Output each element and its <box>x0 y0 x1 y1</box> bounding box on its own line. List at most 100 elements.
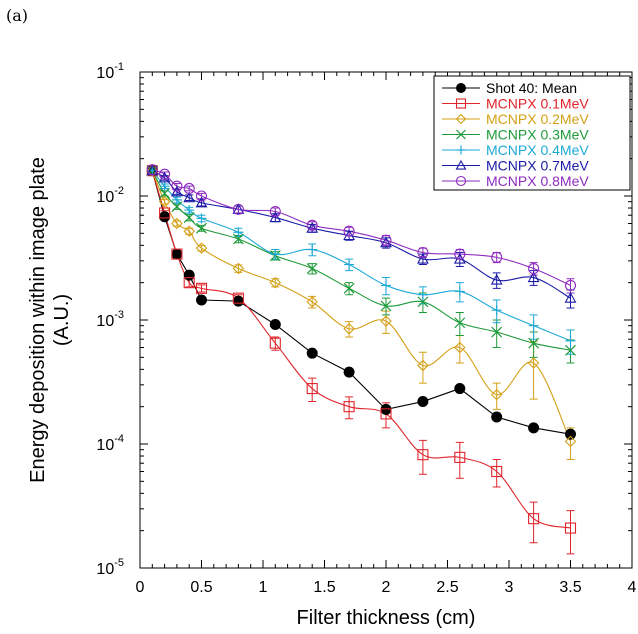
data-point <box>159 211 171 223</box>
data-point <box>306 347 318 359</box>
x-tick-label: 0.5 <box>190 579 212 596</box>
series-line-0 <box>151 170 571 435</box>
data-point <box>491 465 503 478</box>
legend-marker <box>456 129 466 140</box>
data-point <box>380 234 392 246</box>
legend-label: MCNPX 0.3MeV <box>486 127 589 143</box>
x-axis-label: Filter thickness (cm) <box>297 607 476 629</box>
error-bar <box>271 278 280 288</box>
data-point <box>184 205 195 216</box>
data-point <box>171 180 183 192</box>
error-bar <box>492 382 501 410</box>
data-point <box>490 388 503 401</box>
data-point <box>564 292 577 303</box>
error-bar <box>492 319 501 349</box>
data-point <box>232 203 244 215</box>
series-line-2 <box>151 170 571 442</box>
data-point <box>343 401 355 413</box>
legend-marker <box>455 175 467 187</box>
error-bar <box>234 264 243 273</box>
data-point <box>183 212 195 223</box>
data-point <box>270 249 281 260</box>
data-point <box>196 294 207 306</box>
legend-label: MCNPX 0.4MeV <box>486 142 589 158</box>
x-tick-label: 2 <box>382 579 391 596</box>
data-point <box>306 296 318 308</box>
data-point <box>171 248 183 260</box>
data-point <box>171 194 182 205</box>
data-point <box>528 337 540 349</box>
legend-label: MCNPX 0.8MeV <box>486 173 589 189</box>
data-point <box>343 322 355 335</box>
legend-label: MCNPX 0.7MeV <box>486 158 589 174</box>
data-point <box>195 282 208 294</box>
data-point <box>454 286 465 297</box>
data-point <box>454 383 466 395</box>
data-point <box>380 403 392 415</box>
data-point <box>491 411 503 423</box>
axis-ticks-layer <box>139 71 633 569</box>
data-point <box>170 185 183 197</box>
data-point <box>528 320 539 331</box>
data-point <box>381 280 391 291</box>
data-point <box>528 422 540 434</box>
y-axis-label-line1: Energy deposition within image plate <box>27 157 49 483</box>
data-point <box>269 205 281 218</box>
error-bar <box>308 377 317 403</box>
error-bar <box>492 458 501 488</box>
data-point <box>306 222 319 233</box>
data-point <box>306 219 318 231</box>
markers-layer <box>146 164 577 534</box>
x-tick-label: 0 <box>136 579 145 596</box>
data-point <box>269 318 281 330</box>
data-point <box>491 251 503 263</box>
series-lines-layer <box>151 169 571 529</box>
error-bar <box>197 284 206 293</box>
error-bar <box>418 439 427 475</box>
x-tick-label: 3 <box>505 579 514 596</box>
panel-label: (a) <box>6 6 29 25</box>
data-point <box>183 182 195 195</box>
data-point <box>307 244 318 255</box>
data-point <box>564 279 577 291</box>
data-point <box>380 408 392 420</box>
error-bar <box>455 311 464 336</box>
data-point <box>454 451 466 463</box>
y-tick-label: 10-5 <box>96 557 124 578</box>
legend-marker <box>456 83 466 93</box>
data-point <box>527 271 540 283</box>
legend-marker <box>455 113 467 125</box>
data-point <box>195 190 208 202</box>
data-point <box>232 295 244 307</box>
data-point <box>490 273 503 285</box>
data-point <box>417 246 429 259</box>
data-point <box>565 344 576 356</box>
data-point <box>158 195 171 208</box>
data-point <box>565 428 576 440</box>
data-point <box>232 262 245 275</box>
x-tick-label: 4 <box>628 579 637 596</box>
x-tick-label: 3.5 <box>559 579 581 596</box>
data-point <box>183 225 195 237</box>
data-point <box>491 326 503 338</box>
data-point <box>454 317 466 329</box>
data-point <box>159 181 170 192</box>
y-tick-label: 10-3 <box>96 309 124 330</box>
data-point <box>417 296 429 308</box>
data-point <box>159 207 171 219</box>
legend-label: MCNPX 0.1MeV <box>486 96 589 112</box>
data-point <box>564 522 577 534</box>
error-bar <box>185 194 194 201</box>
error-bar <box>529 501 538 544</box>
data-point <box>417 449 429 461</box>
legend-label: MCNPX 0.2MeV <box>486 111 589 127</box>
data-point <box>417 396 429 408</box>
data-point <box>306 263 318 274</box>
error-bar <box>345 396 354 420</box>
data-point <box>343 282 355 294</box>
data-point <box>454 341 466 354</box>
tick-labels-layer: 0 0.5 1 1.5 2 2.5 3 3.5 4 10-5 10-4 10-3 10-2 10-1 <box>96 61 636 596</box>
series-line-4 <box>151 170 571 342</box>
data-point <box>159 168 171 180</box>
